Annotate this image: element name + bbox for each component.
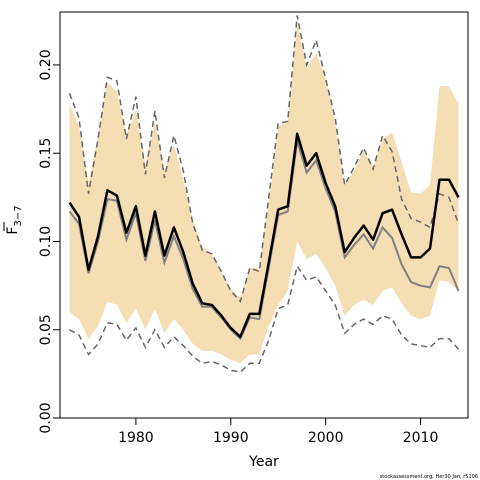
y-tick-label: 0.05 [38,314,54,345]
dashed-lower-line [69,264,460,373]
y-axis-title-sub: 3−7 [13,205,24,226]
x-tick-label: 2000 [308,430,344,446]
confidence-band [69,20,459,364]
x-tick-label: 1990 [213,430,249,446]
y-axis-title: F3−7 [3,205,24,235]
x-tick-label: 1980 [118,430,154,446]
axes: 1980 1990 2000 2010 0.00 0.05 0.10 0.15 0.20 [38,11,469,446]
plot-area [68,15,460,373]
credit-note: stockassessment.org, Her30 Jan, r5106 [380,474,478,480]
y-axis-title-main: F [5,227,21,235]
x-axis-title: Year [248,454,279,470]
y-tick-label: 0.10 [38,226,54,257]
main-estimate-line [68,132,460,339]
y-tick-label: 0.20 [38,49,54,80]
dashed-upper-line [68,15,460,304]
svg-text:F3−7: F3−7 [5,205,24,234]
y-tick-label: 0.00 [38,402,54,433]
plot-frame [59,11,469,419]
y-tick-label: 0.15 [38,138,54,169]
x-tick-label: 2010 [403,430,439,446]
